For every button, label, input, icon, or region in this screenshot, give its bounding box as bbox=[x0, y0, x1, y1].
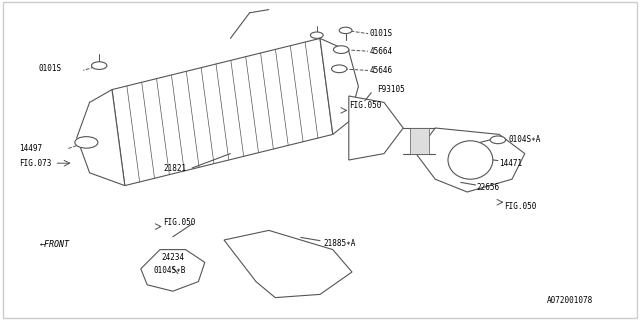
Circle shape bbox=[490, 136, 506, 144]
Polygon shape bbox=[410, 128, 429, 154]
Text: 14497: 14497 bbox=[19, 144, 42, 153]
Text: F93105: F93105 bbox=[378, 85, 405, 94]
Text: FIG.050: FIG.050 bbox=[349, 101, 381, 110]
Circle shape bbox=[332, 65, 347, 73]
Text: 0104S∗A: 0104S∗A bbox=[509, 135, 541, 144]
Text: 0104S∗B: 0104S∗B bbox=[154, 266, 186, 275]
Text: 14471: 14471 bbox=[499, 159, 522, 168]
Text: 45646: 45646 bbox=[370, 66, 393, 75]
Text: FIG.050: FIG.050 bbox=[163, 218, 196, 227]
Circle shape bbox=[333, 46, 349, 53]
Circle shape bbox=[75, 137, 98, 148]
Circle shape bbox=[92, 62, 107, 69]
Ellipse shape bbox=[448, 141, 493, 179]
Text: ←FRONT: ←FRONT bbox=[40, 240, 70, 249]
Text: 0101S: 0101S bbox=[370, 29, 393, 38]
Text: 21821: 21821 bbox=[163, 164, 186, 172]
Circle shape bbox=[339, 27, 352, 34]
Polygon shape bbox=[77, 90, 125, 186]
Text: 0101S: 0101S bbox=[38, 64, 61, 73]
Text: FIG.050: FIG.050 bbox=[504, 202, 537, 211]
Polygon shape bbox=[141, 250, 205, 291]
Text: 45664: 45664 bbox=[370, 47, 393, 56]
Polygon shape bbox=[349, 96, 403, 160]
Polygon shape bbox=[416, 128, 525, 192]
Text: A072001078: A072001078 bbox=[547, 296, 593, 305]
Polygon shape bbox=[224, 230, 352, 298]
Text: 21885∗A: 21885∗A bbox=[323, 239, 356, 248]
Text: FIG.073: FIG.073 bbox=[19, 159, 52, 168]
Polygon shape bbox=[112, 38, 333, 186]
Text: 24234: 24234 bbox=[161, 253, 184, 262]
Polygon shape bbox=[320, 38, 358, 134]
Circle shape bbox=[310, 32, 323, 38]
Text: 22656: 22656 bbox=[477, 183, 500, 192]
